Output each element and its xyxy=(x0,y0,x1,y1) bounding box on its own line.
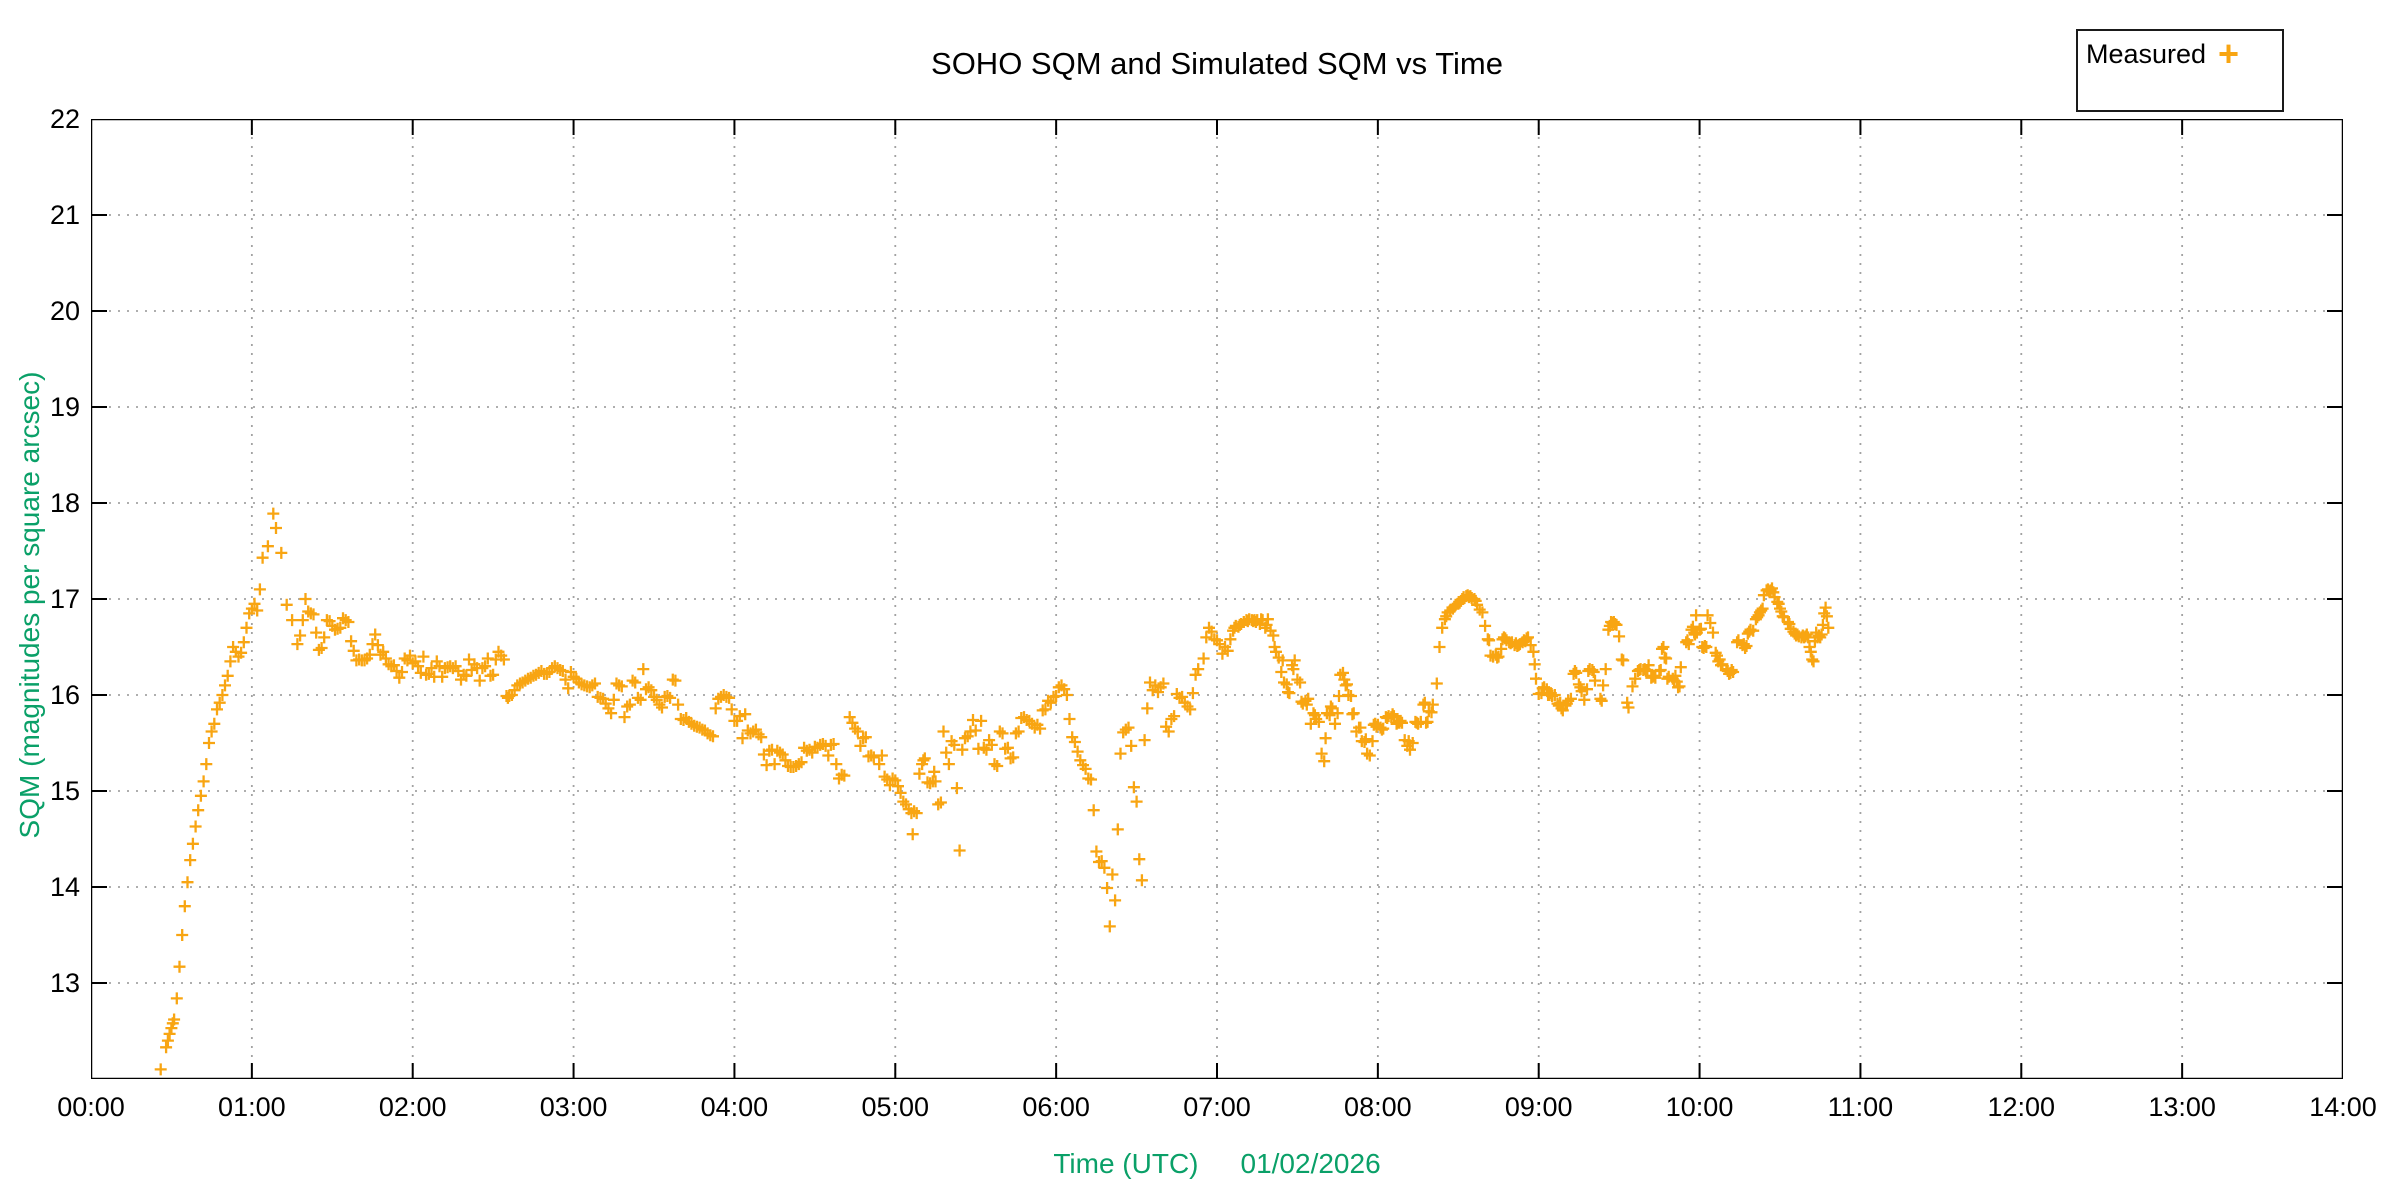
y-tick-label: 14 xyxy=(49,872,80,902)
y-tick-label: 16 xyxy=(49,680,80,710)
x-tick-label: 07:00 xyxy=(1183,1092,1251,1122)
y-tick-label: 15 xyxy=(49,776,80,806)
x-tick-label: 01:00 xyxy=(218,1092,286,1122)
y-tick-label: 19 xyxy=(49,392,80,422)
x-tick-label: 03:00 xyxy=(539,1092,608,1122)
x-tick-label: 08:00 xyxy=(1344,1092,1412,1122)
x-axis-label-text: Time (UTC) xyxy=(1053,1148,1199,1179)
x-tick-label: 06:00 xyxy=(1022,1092,1090,1122)
x-tick-label: 09:00 xyxy=(1504,1092,1573,1122)
y-tick-label: 21 xyxy=(49,200,80,230)
x-axis-date: 01/02/2026 xyxy=(1240,1148,1381,1179)
legend-entry-measured-label: Measured xyxy=(2086,39,2207,69)
plus-marker-icon: + xyxy=(2218,33,2240,74)
plot-svg xyxy=(91,119,2343,1079)
y-tick-label: 20 xyxy=(49,296,80,326)
chart-title: SOHO SQM and Simulated SQM vs Time xyxy=(931,46,1503,81)
x-tick-label: 05:00 xyxy=(861,1092,930,1122)
y-tick-label: 22 xyxy=(49,104,80,134)
x-tick-label: 00:00 xyxy=(57,1092,125,1122)
y-tick-label: 18 xyxy=(49,488,80,518)
plot-area xyxy=(91,119,2343,1079)
y-tick-label: 13 xyxy=(49,968,80,998)
x-tick-label: 04:00 xyxy=(700,1092,769,1122)
x-tick-label: 02:00 xyxy=(378,1092,447,1122)
legend: Measured + xyxy=(2076,29,2284,112)
x-tick-label: 10:00 xyxy=(1665,1092,1734,1122)
x-tick-label: 14:00 xyxy=(2309,1092,2377,1122)
x-tick-label: 11:00 xyxy=(1827,1092,1894,1122)
y-axis-label: SQM (magnitudes per square arcsec) xyxy=(14,371,45,839)
x-tick-label: 13:00 xyxy=(2148,1092,2216,1122)
measured-points xyxy=(154,507,1835,1076)
x-tick-label: 12:00 xyxy=(1987,1092,2056,1122)
y-tick-label: 17 xyxy=(49,584,80,614)
x-axis-label: Time (UTC) 01/02/2026 xyxy=(91,1148,2343,1180)
